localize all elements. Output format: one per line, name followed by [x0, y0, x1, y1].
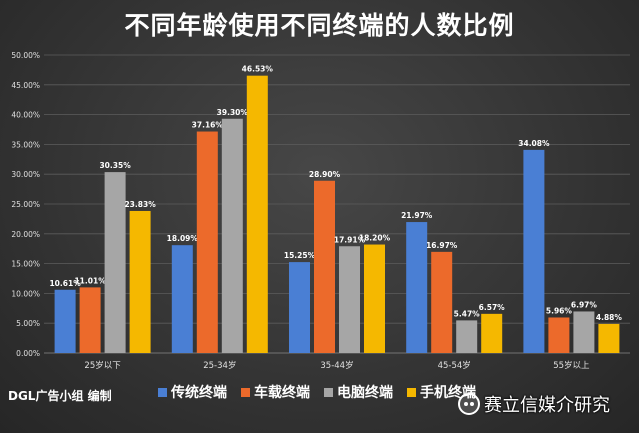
bar: [196, 131, 218, 353]
bar: [481, 313, 503, 353]
bar: [456, 320, 478, 353]
x-tick-label: 55岁以上: [553, 360, 590, 371]
legend-swatch: [407, 387, 416, 397]
data-label: 18.20%: [359, 234, 391, 243]
y-tick-label: 25.00%: [11, 200, 40, 209]
watermark: 赛立信媒介研究: [458, 391, 610, 417]
bar: [54, 289, 76, 353]
data-label: 37.16%: [192, 121, 224, 130]
bar: [171, 245, 193, 353]
legend-swatch: [324, 387, 333, 397]
data-label: 30.35%: [99, 161, 131, 170]
bar: [406, 222, 428, 353]
data-label: 34.08%: [518, 139, 550, 148]
y-tick-label: 50.00%: [11, 51, 40, 60]
data-label: 6.57%: [479, 303, 506, 312]
y-tick-label: 10.00%: [11, 289, 40, 298]
x-tick-label: 25-34岁: [203, 360, 236, 371]
bar: [104, 172, 126, 353]
legend-item: 传统终端: [158, 382, 227, 402]
bar: [339, 246, 360, 353]
y-tick-label: 30.00%: [11, 170, 40, 179]
credit-text: DGL广告小组 编制: [8, 389, 112, 403]
data-label: 10.61%: [49, 279, 81, 288]
bar: [364, 244, 385, 353]
x-tick-label: 25岁以下: [84, 360, 121, 371]
legend-label: 车载终端: [254, 385, 310, 401]
data-label: 16.97%: [426, 241, 458, 250]
x-tick-label: 35-44岁: [320, 360, 353, 371]
legend-item: 电脑终端: [324, 382, 393, 402]
data-label: 21.97%: [401, 211, 433, 220]
data-label: 11.01%: [74, 276, 106, 285]
legend-swatch: [158, 387, 167, 397]
y-tick-label: 5.00%: [16, 319, 40, 328]
data-label: 18.09%: [167, 234, 199, 243]
bar: [246, 75, 268, 353]
y-tick-label: 45.00%: [11, 81, 40, 90]
chart-legend: 传统终端 车载终端 电脑终端 手机终端: [158, 382, 476, 402]
bar: [129, 210, 151, 353]
y-tick-label: 35.00%: [11, 140, 40, 149]
wechat-icon: [458, 393, 480, 415]
bar: [289, 262, 310, 353]
legend-label: 传统终端: [171, 385, 227, 401]
bar: [431, 251, 453, 353]
chart-title: 不同年龄使用不同终端的人数比例: [124, 11, 515, 40]
bar: [221, 118, 243, 353]
y-tick-label: 40.00%: [11, 111, 40, 120]
bar: [79, 287, 101, 353]
data-label: 5.47%: [454, 309, 481, 318]
bar: [548, 317, 570, 353]
data-label: 5.96%: [546, 306, 573, 315]
data-label: 39.30%: [217, 108, 249, 117]
data-label: 23.83%: [124, 200, 156, 209]
bar: [314, 180, 335, 353]
legend-label: 电脑终端: [337, 385, 393, 401]
data-label: 4.88%: [596, 313, 623, 322]
x-tick-label: 45-54岁: [438, 360, 471, 371]
legend-swatch: [241, 387, 250, 397]
data-label: 17.91%: [334, 235, 366, 244]
bar: [573, 311, 595, 353]
y-tick-label: 15.00%: [11, 260, 40, 269]
data-label: 6.97%: [571, 300, 598, 309]
legend-item: 车载终端: [241, 382, 310, 402]
data-label: 46.53%: [242, 65, 274, 74]
y-tick-label: 20.00%: [11, 230, 40, 239]
watermark-text: 赛立信媒介研究: [484, 395, 610, 416]
y-tick-label: 0.00%: [16, 349, 40, 358]
data-label: 15.25%: [284, 251, 316, 260]
bar: [598, 323, 620, 353]
bar: [523, 149, 545, 353]
data-label: 28.90%: [309, 170, 341, 179]
